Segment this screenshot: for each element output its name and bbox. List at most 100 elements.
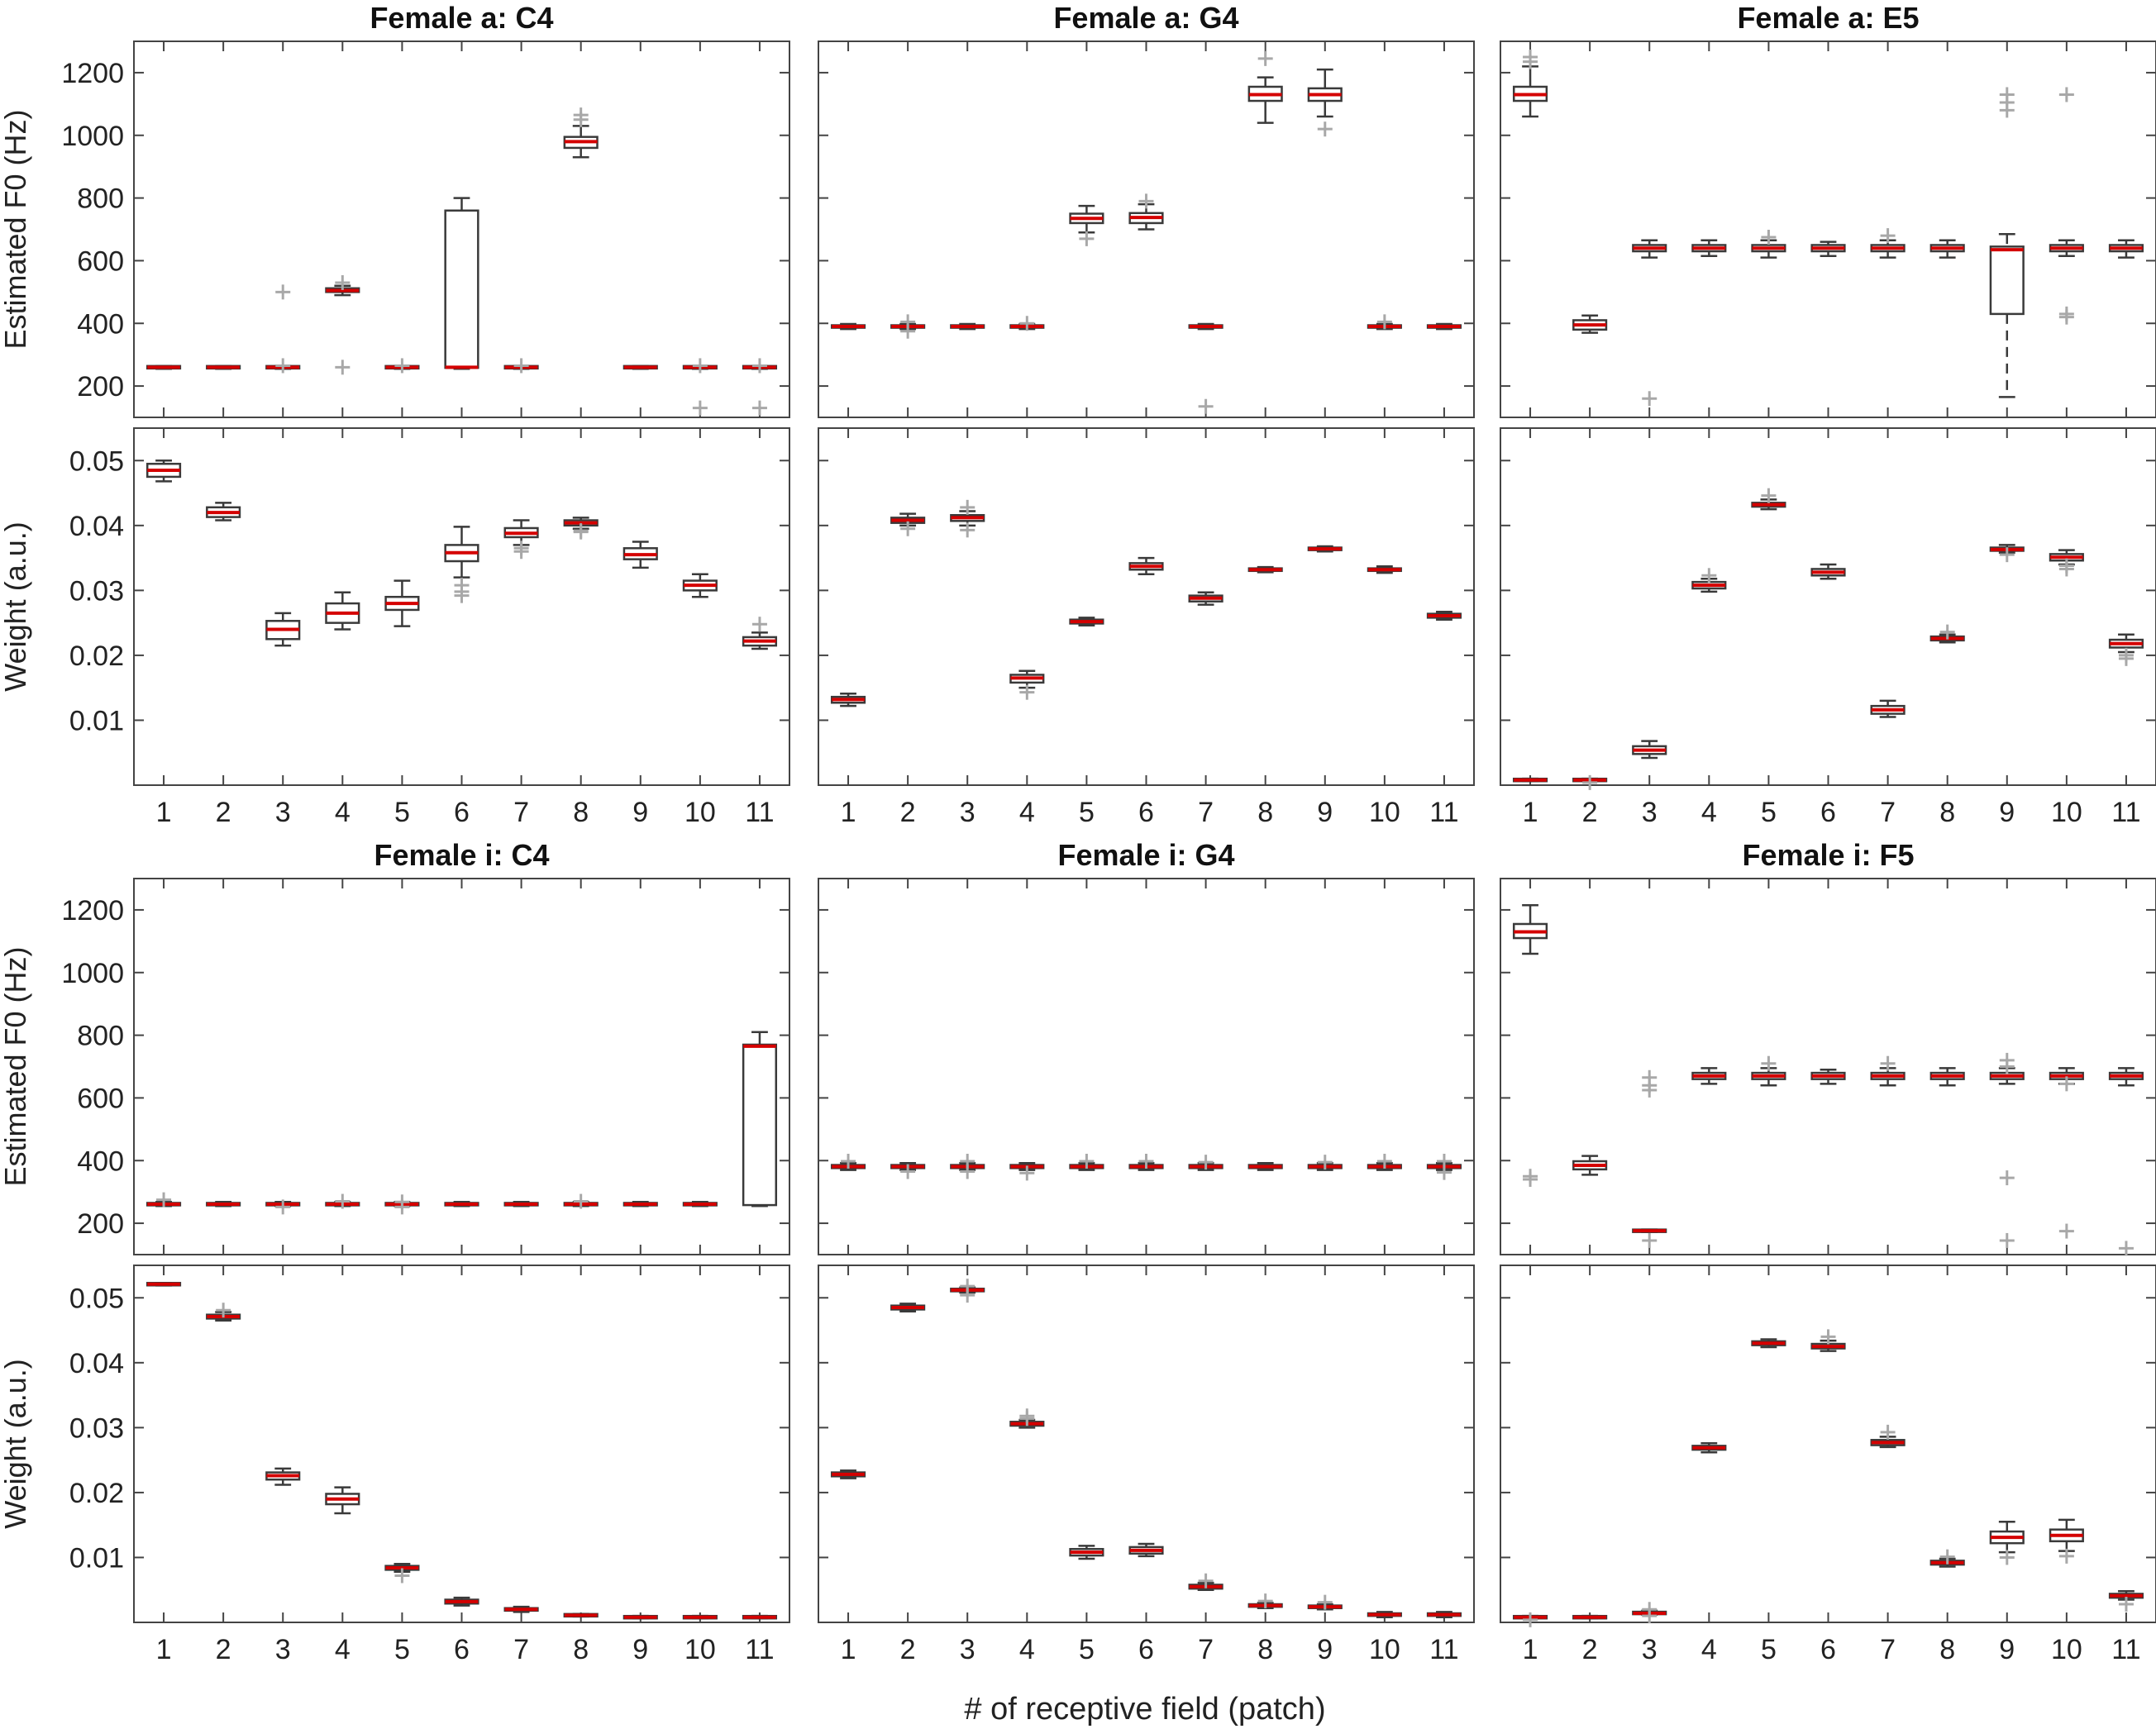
panel-a-e5-w: 1 2 3 4 5 6 7 8 9 10 11 (1500, 427, 2156, 828)
box-3 (265, 612, 301, 647)
panel-i-c4-w: 0.01 0.02 0.03 0.04 0.05 1 2 3 4 5 6 7 8 9 10 11 Weight … (0, 1265, 790, 1665)
x-tick-label: 9 (1999, 797, 2015, 828)
outlier-marker (1523, 1172, 1538, 1187)
x-tick-label: 8 (1257, 797, 1273, 828)
box-1 (830, 1154, 866, 1171)
box-2 (1572, 1614, 1608, 1620)
box-8 (1929, 1549, 1965, 1568)
outlier-marker (156, 1192, 172, 1207)
outlier-marker (960, 522, 975, 538)
x-tick-label: 4 (1019, 1634, 1035, 1665)
y-tick-label: 400 (77, 1146, 124, 1177)
box-2 (206, 502, 241, 522)
x-tick-label: 11 (2111, 1634, 2140, 1665)
x-tick-label: 8 (1939, 1634, 1955, 1665)
x-tick-label: 5 (1761, 797, 1777, 828)
box-1 (145, 460, 182, 483)
x-tick-label: 8 (1257, 1634, 1273, 1665)
outlier-marker (1198, 1155, 1214, 1170)
box-1 (1512, 1612, 1548, 1627)
box-9 (1989, 1052, 2025, 1248)
outlier-marker (1198, 1573, 1214, 1588)
x-tick-label: 9 (1317, 797, 1333, 828)
box-8 (563, 107, 599, 159)
x-tick-label: 1 (841, 1634, 856, 1665)
box-9 (622, 1201, 658, 1207)
outlier-marker (573, 524, 589, 540)
box-9 (622, 541, 658, 569)
box-10 (2049, 1518, 2084, 1564)
box-6 (1128, 556, 1164, 575)
x-tick-label: 9 (1317, 1634, 1333, 1665)
box-3 (265, 1199, 301, 1215)
panel-i-f5-w: 1 2 3 4 5 6 7 8 9 10 11 (1500, 1265, 2156, 1665)
x-tick-label: 8 (573, 797, 589, 828)
box-4 (325, 1486, 360, 1515)
box-10 (2049, 87, 2084, 325)
panel-title: Female i: F5 (1742, 838, 1914, 872)
outlier-marker (1761, 229, 1777, 245)
outlier-marker (1317, 121, 1333, 137)
x-tick-label: 9 (632, 1634, 648, 1665)
panel-title: Female a: C4 (370, 1, 553, 35)
box-6 (444, 1596, 479, 1607)
outlier-marker (454, 588, 470, 603)
x-tick-label: 10 (684, 797, 716, 828)
outlier-marker (960, 1279, 975, 1294)
outlier-marker (1642, 1608, 1658, 1624)
y-tick-label: 0.03 (69, 575, 124, 607)
box-5 (384, 1194, 420, 1215)
box-3 (1632, 239, 1667, 407)
y-tick-label: 1200 (61, 895, 124, 926)
outlier-marker (900, 1164, 916, 1179)
panel-a-c4-w: 0.01 0.02 0.03 0.04 0.05 1 2 3 4 5 6 7 8 9 10 11 Weight … (0, 427, 790, 828)
box-10 (1367, 1611, 1402, 1618)
box-9 (1307, 1155, 1343, 1171)
box-2 (890, 512, 926, 536)
y-tick-label: 0.01 (69, 1542, 124, 1574)
plot-area (818, 427, 1475, 786)
plot-area (818, 1265, 1475, 1623)
box-4 (1691, 239, 1727, 257)
outlier-marker (335, 274, 351, 290)
outlier-marker (513, 358, 529, 374)
box-5 (384, 358, 420, 374)
outlier-marker (2058, 87, 2074, 102)
box-11 (1426, 611, 1462, 621)
outlier-marker (2058, 1548, 2074, 1564)
y-axis-label: Weight (a.u.) (0, 522, 32, 691)
box-8 (1247, 1162, 1283, 1171)
outlier-marker (1582, 774, 1598, 790)
outlier-marker (1198, 398, 1214, 414)
y-tick-label: 600 (77, 245, 124, 277)
outlier-marker (1257, 50, 1273, 66)
outlier-marker (573, 107, 589, 123)
x-tick-label: 10 (2051, 797, 2082, 828)
box-5 (1069, 204, 1104, 246)
outlier-marker (1820, 1329, 1836, 1345)
box-1 (145, 364, 182, 370)
box-8 (1929, 624, 1965, 644)
y-tick-label: 200 (77, 371, 124, 402)
outlier-marker (1523, 54, 1538, 69)
x-tick-label: 1 (156, 1634, 172, 1665)
outlier-marker (1939, 624, 1955, 640)
y-tick-label: 400 (77, 308, 124, 340)
x-tick-label: 6 (454, 1634, 470, 1665)
y-tick-label: 0.02 (69, 641, 124, 672)
x-tick-label: 4 (1019, 797, 1035, 828)
plot-area (1500, 878, 2156, 1255)
box-8 (1247, 1593, 1283, 1609)
box-11 (2108, 239, 2144, 259)
x-tick-label: 4 (1701, 1634, 1717, 1665)
box-2 (1572, 314, 1608, 334)
box-7 (1188, 1155, 1223, 1171)
x-tick-label: 10 (1369, 797, 1400, 828)
outlier-marker (1019, 316, 1035, 331)
plot-area (133, 878, 790, 1255)
x-tick-label: 6 (1138, 797, 1154, 828)
box-iqr (1989, 245, 2025, 316)
outlier-marker (1523, 1612, 1538, 1627)
box-9 (1307, 1594, 1343, 1611)
box-3 (950, 322, 985, 331)
